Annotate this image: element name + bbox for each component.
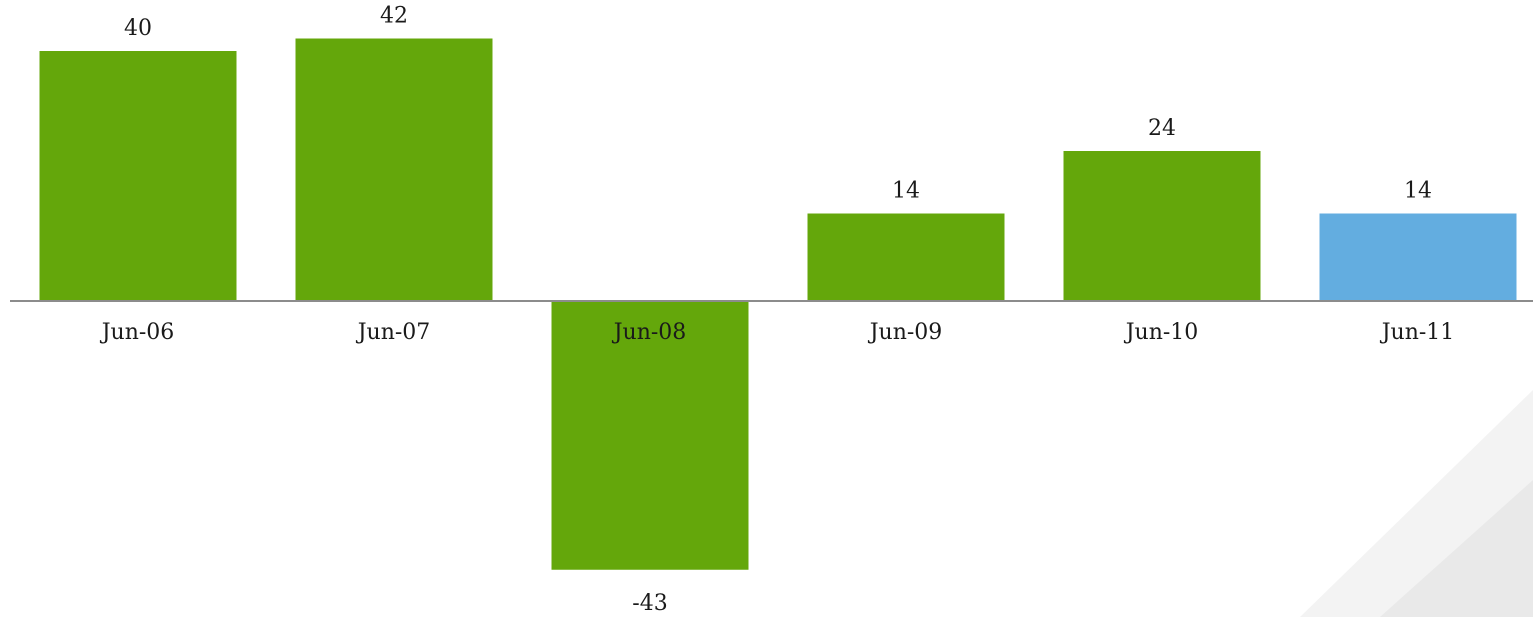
category-label: Jun-07 (356, 320, 431, 345)
bar-jun-09 (807, 213, 1005, 301)
data-label: 42 (380, 4, 408, 29)
bar-jun-08 (551, 301, 749, 570)
category-label: Jun-09 (868, 320, 943, 345)
data-label: 14 (892, 179, 920, 204)
decor-shape (1380, 480, 1533, 617)
background-decoration (1300, 390, 1533, 617)
bar-jun-10 (1063, 151, 1261, 301)
data-label: -43 (632, 591, 667, 616)
category-label: Jun-06 (100, 320, 175, 345)
category-label: Jun-11 (1380, 320, 1455, 345)
bar-jun-07 (295, 38, 493, 301)
data-label: 40 (124, 16, 152, 41)
category-labels-group: Jun-06 Jun-07 Jun-08 Jun-09 Jun-10 Jun-11 (100, 320, 1455, 345)
bar-jun-11 (1319, 213, 1517, 301)
data-label: 24 (1148, 116, 1176, 141)
bars-group (39, 38, 1517, 570)
bar-jun-06 (39, 51, 237, 301)
data-label: 14 (1404, 179, 1432, 204)
category-label: Jun-10 (1124, 320, 1199, 345)
value-labels-group: 40 42 -43 14 24 14 (124, 4, 1432, 616)
category-label: Jun-08 (612, 320, 687, 345)
